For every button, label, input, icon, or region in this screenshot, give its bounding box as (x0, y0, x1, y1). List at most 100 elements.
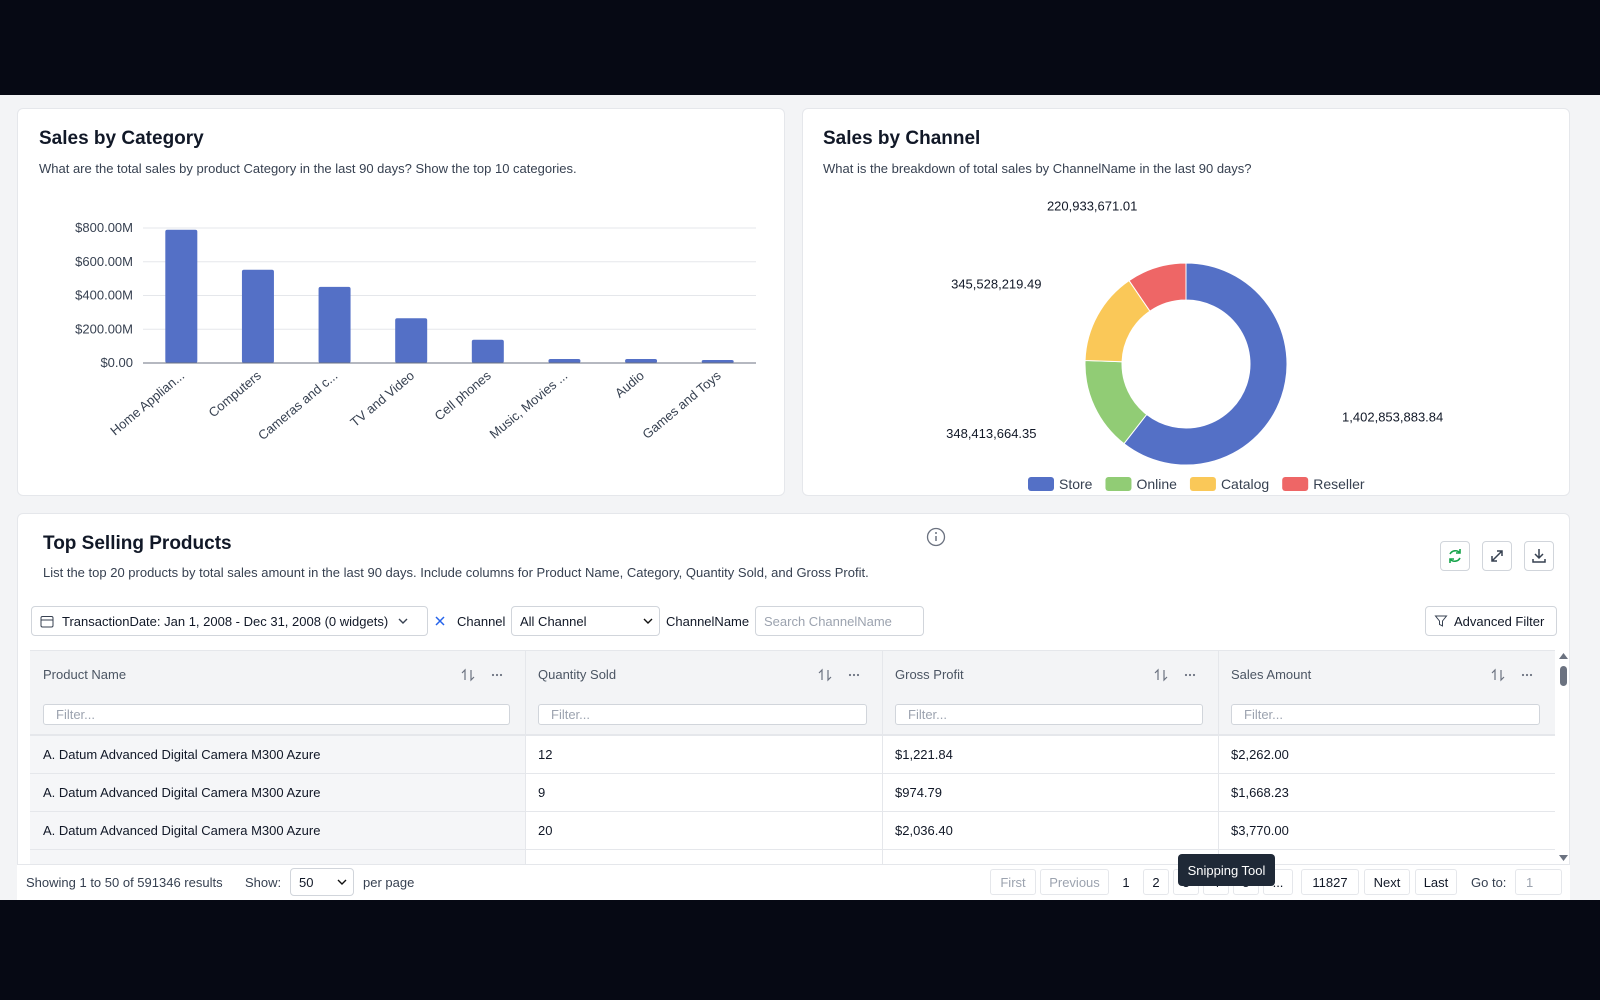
expand-button[interactable] (1482, 541, 1512, 571)
page-button[interactable]: 11827 (1301, 869, 1359, 895)
x-tick-label: Cell phones (432, 367, 495, 423)
y-tick-label: $600.00M (75, 254, 133, 269)
table-cell: A. Datum Advanced Digital Camera M300 Az… (43, 747, 321, 762)
channel-label: Channel (457, 614, 506, 629)
bar (625, 358, 658, 363)
column-menu[interactable] (818, 668, 868, 682)
column-menu[interactable] (1491, 668, 1541, 682)
card-subtitle: What are the total sales by product Cate… (39, 161, 577, 176)
page-button[interactable]: 1 (1113, 869, 1139, 895)
last-button[interactable]: Last (1415, 869, 1457, 895)
card-title: Sales by Channel (823, 128, 981, 149)
donut-slice (1123, 262, 1288, 466)
show-label: Show: (245, 875, 282, 890)
icon-part (499, 673, 503, 677)
x-tick-label: Music, Movies ... (487, 368, 571, 442)
channel-value: All Channel (520, 613, 587, 629)
row-divider (30, 811, 1555, 812)
legend-label: Online (1136, 476, 1177, 492)
column-filter[interactable]: Filter... (895, 704, 1203, 725)
channel-name-search[interactable]: Search ChannelName (755, 606, 924, 636)
table-cell: A. Datum Advanced Digital Camera M300 Az… (43, 823, 321, 838)
column-filter[interactable]: Filter... (538, 704, 867, 725)
icon-part (495, 673, 499, 677)
icon-part (1192, 673, 1196, 677)
advanced-filter-button[interactable]: Advanced Filter (1425, 606, 1557, 636)
donut-slice (1128, 262, 1187, 312)
y-tick-label: $0.00 (100, 355, 133, 370)
slice-label: 1,402,853,883.84 (1342, 410, 1443, 425)
page-button[interactable]: 2 (1143, 869, 1169, 895)
icon-part (1529, 673, 1533, 677)
table-body: Product Name Filter... Quantity Sold Filter… (30, 651, 1555, 864)
scrollbar[interactable] (1557, 650, 1570, 864)
column-filter[interactable]: Filter... (43, 704, 510, 725)
legend-swatch (1282, 477, 1309, 491)
column-divider (525, 651, 526, 864)
bar (165, 229, 198, 363)
legend-label: Reseller (1313, 476, 1365, 492)
column-menu[interactable] (1154, 668, 1204, 682)
icon-part (491, 673, 495, 677)
card-description: List the top 20 products by total sales … (43, 565, 869, 580)
pinned-column (30, 735, 525, 864)
channel-name-label: ChannelName (666, 614, 750, 629)
page-size-select[interactable]: 50 (290, 868, 354, 896)
bar (395, 318, 428, 363)
slice-label: 348,413,664.35 (946, 426, 1036, 441)
goto-label: Go to: (1471, 875, 1507, 890)
date-filter-text: TransactionDate: Jan 1, 2008 - Dec 31, 2… (62, 613, 389, 629)
goto-input[interactable]: 1 (1515, 869, 1562, 895)
icon-part (1491, 668, 1505, 682)
table-cell: $2,262.00 (1231, 747, 1289, 762)
column-menu[interactable] (461, 668, 511, 682)
column-filter[interactable]: Filter... (1231, 704, 1540, 725)
x-tick-label: Games and Toys (639, 367, 724, 441)
clear-filter[interactable] (434, 615, 446, 627)
icon-part (818, 668, 832, 682)
table-cell: $3,770.00 (1231, 823, 1289, 838)
info-icon[interactable] (925, 526, 947, 548)
icon-part (1188, 673, 1192, 677)
date-filter[interactable]: TransactionDate: Jan 1, 2008 - Dec 31, 2… (31, 606, 428, 636)
column-header: Product Name (43, 667, 127, 682)
table-cell: $2,036.40 (895, 823, 953, 838)
bar (548, 358, 581, 363)
results-summary: Showing 1 to 50 of 591346 results (26, 875, 223, 890)
card-title: Top Selling Products (43, 533, 232, 554)
refresh-button[interactable] (1440, 541, 1470, 571)
per-page-label: per page (363, 875, 415, 890)
legend-label: Store (1059, 476, 1093, 492)
icon-part (1525, 673, 1529, 677)
card-sales-by-category (17, 108, 785, 496)
previous-button[interactable]: Previous (1040, 869, 1109, 895)
table-cell: $1,668.23 (1231, 785, 1289, 800)
icon-part (852, 673, 856, 677)
column-divider (882, 651, 883, 864)
first-button[interactable]: First (990, 869, 1036, 895)
x-tick-label: Cameras and c... (255, 368, 340, 443)
table-cell: 12 (538, 747, 553, 762)
bar (318, 286, 351, 363)
card-subtitle: What is the breakdown of total sales by … (823, 161, 1252, 176)
bar (701, 359, 734, 363)
table-cell: $1,221.84 (895, 747, 953, 762)
data-table: Product Name Filter... Quantity Sold Filter… (30, 650, 1555, 864)
page-size: 50 (299, 874, 314, 890)
row-divider (30, 773, 1555, 774)
charts: $0.00 $200.00M $400.00M $600.00M $800.00M Hom… (75, 198, 1443, 492)
icon-part (1521, 673, 1525, 677)
channel-select[interactable]: All Channel (511, 606, 660, 636)
column-divider (1218, 651, 1219, 864)
column-header: Quantity Sold (538, 667, 617, 682)
table-cell: 9 (538, 785, 546, 800)
x-tick-label: Computers (206, 367, 265, 420)
next-button[interactable]: Next (1364, 869, 1410, 895)
x-tick-label: Audio (612, 368, 647, 401)
search-placeholder: Search ChannelName (764, 613, 892, 629)
download-button[interactable] (1524, 541, 1554, 571)
legend-swatch (1189, 477, 1216, 491)
y-tick-label: $800.00M (75, 220, 133, 235)
row-divider (30, 735, 1555, 736)
